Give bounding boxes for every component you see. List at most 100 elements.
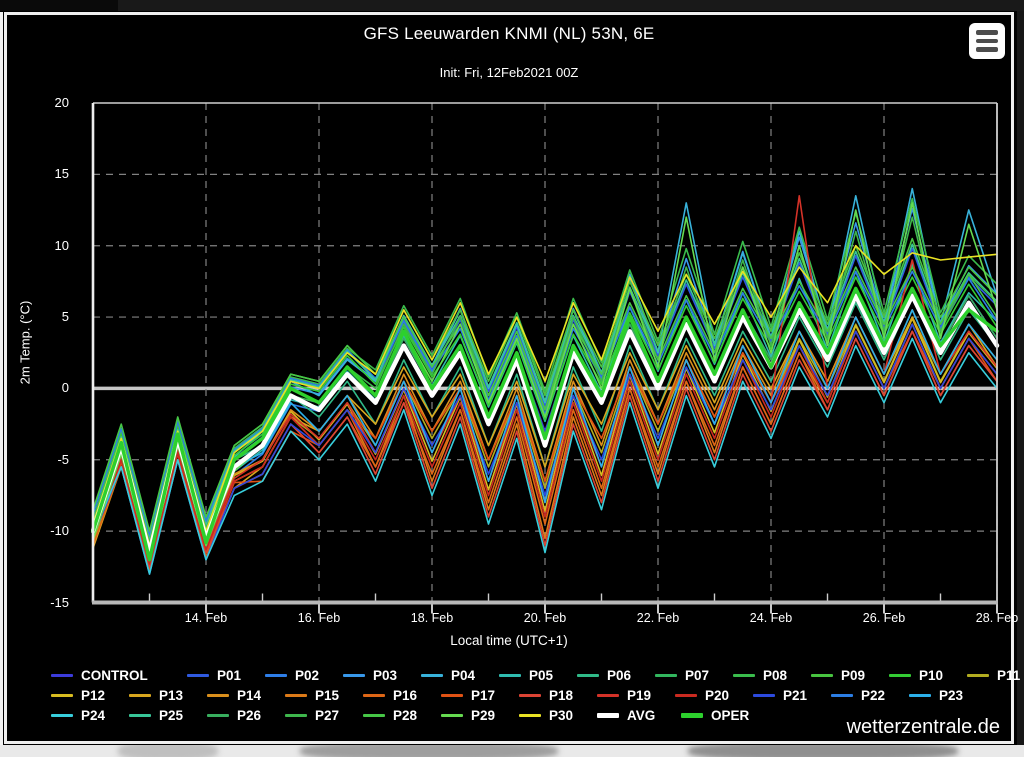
legend-item-p30: P30 [519, 708, 597, 723]
x-tick-18-Feb: 18. Feb [410, 611, 454, 625]
legend-row: P12 P13 P14 P15 P16 P17 P18 P19 P20 P21 P22 P23 [51, 685, 1001, 705]
legend-swatch-p06 [577, 673, 599, 677]
legend-label: P01 [217, 667, 242, 683]
y-tick-15: 15 [54, 166, 69, 182]
image-fragment [118, 745, 218, 757]
legend-swatch-p09 [811, 673, 833, 677]
legend-item-p13: P13 [129, 688, 207, 703]
menu-bar [976, 30, 998, 35]
image-fragment [300, 745, 558, 757]
legend-label: CONTROL [81, 667, 148, 683]
legend-label: P20 [705, 687, 730, 703]
legend-label: P15 [315, 687, 340, 703]
legend: CONTROL P01 P02 P03 P04 P05 P06 P07 P08 P09 P10 P11… [51, 665, 1020, 725]
left-edge-border [0, 12, 3, 757]
legend-swatch-p05 [499, 673, 521, 677]
menu-bar [976, 47, 998, 52]
legend-row: CONTROL P01 P02 P03 P04 P05 P06 P07 P08 P09 P10 P11 [51, 665, 1020, 685]
series-P25 [92, 243, 998, 541]
y-tick-0: 0 [61, 380, 69, 396]
legend-item-oper: OPER [681, 708, 759, 723]
legend-swatch-p20 [675, 693, 697, 697]
legend-item-p10: P10 [889, 668, 967, 683]
legend-item-p20: P20 [675, 688, 753, 703]
browser-top-strip-segment [0, 0, 118, 11]
legend-label: P21 [783, 687, 808, 703]
legend-swatch-p11 [967, 673, 989, 677]
legend-item-p24: P24 [51, 708, 129, 723]
x-tick-24-Feb: 24. Feb [749, 611, 793, 625]
chart-init-label: Init: Fri, 12Feb2021 00Z [439, 65, 579, 80]
series-P28 [92, 266, 998, 532]
legend-item-p15: P15 [285, 688, 363, 703]
legend-label: P25 [159, 707, 184, 723]
y-tick--10: -10 [50, 523, 69, 539]
legend-swatch-p24 [51, 713, 73, 717]
legend-item-p17: P17 [441, 688, 519, 703]
legend-item-p06: P06 [577, 668, 655, 683]
legend-swatch-p26 [207, 713, 229, 717]
series-P12 [92, 317, 998, 560]
legend-swatch-p02 [265, 673, 287, 677]
legend-label: P02 [295, 667, 320, 683]
chart-title: GFS Leeuwarden KNMI (NL) 53N, 6E [363, 24, 655, 43]
legend-swatch-p16 [363, 693, 385, 697]
series-OPER [91, 286, 999, 562]
legend-swatch-p21 [753, 693, 775, 697]
y-tick-10: 10 [54, 237, 69, 253]
series-P29 [92, 202, 998, 561]
legend-label: P16 [393, 687, 418, 703]
next-content-strip [0, 745, 1024, 757]
series-P30 [92, 244, 998, 547]
y-tick-5: 5 [61, 309, 69, 325]
legend-item-avg: AVG [597, 708, 681, 723]
series-P10 [92, 276, 998, 542]
legend-swatch-p17 [441, 693, 463, 697]
legend-label: P18 [549, 687, 574, 703]
legend-swatch-p13 [129, 693, 151, 697]
legend-item-p04: P04 [421, 668, 499, 683]
legend-label: P09 [841, 667, 866, 683]
y-tick--5: -5 [57, 451, 69, 467]
legend-label: P24 [81, 707, 106, 723]
legend-item-p07: P07 [655, 668, 733, 683]
legend-label: P14 [237, 687, 262, 703]
y-tick--15: -15 [50, 594, 69, 610]
x-tick-28-Feb: 28. Feb [975, 611, 1019, 625]
legend-swatch-p27 [285, 713, 307, 717]
watermark: wetterzentrale.de [846, 716, 1000, 738]
legend-label: P30 [549, 707, 574, 723]
legend-label: P12 [81, 687, 106, 703]
legend-item-p02: P02 [265, 668, 343, 683]
ensemble-chart [91, 102, 1000, 614]
hamburger-menu-icon[interactable] [969, 23, 1005, 59]
legend-item-p25: P25 [129, 708, 207, 723]
y-axis-title: 2m Temp. (°C) [17, 300, 33, 385]
legend-item-p11: P11 [967, 668, 1024, 683]
legend-item-p01: P01 [187, 668, 265, 683]
legend-swatch-p18 [519, 693, 541, 697]
legend-swatch-p30 [519, 713, 541, 717]
legend-label: P07 [685, 667, 710, 683]
series-AVG [91, 293, 1000, 555]
legend-row: P24 P25 P26 P27 P28 P29 P30 AVG OPER [51, 705, 1001, 725]
legend-item-p08: P08 [733, 668, 811, 683]
legend-swatch-p29 [441, 713, 463, 717]
legend-item-p14: P14 [207, 688, 285, 703]
legend-item-p21: P21 [753, 688, 831, 703]
legend-label: P29 [471, 707, 496, 723]
legend-swatch-oper [681, 712, 703, 718]
x-tick-20-Feb: 20. Feb [523, 611, 567, 625]
series-P24 [92, 337, 998, 575]
legend-swatch-p10 [889, 673, 911, 677]
legend-item-p05: P05 [499, 668, 577, 683]
legend-label: P22 [861, 687, 886, 703]
legend-swatch-p01 [187, 673, 209, 677]
x-axis-title: Local time (UTC+1) [450, 633, 568, 648]
x-tick-16-Feb: 16. Feb [297, 611, 341, 625]
image-fragment [688, 745, 958, 757]
legend-label: P08 [763, 667, 788, 683]
legend-swatch-p08 [733, 673, 755, 677]
series-P08 [92, 197, 998, 542]
x-tick-26-Feb: 26. Feb [862, 611, 906, 625]
